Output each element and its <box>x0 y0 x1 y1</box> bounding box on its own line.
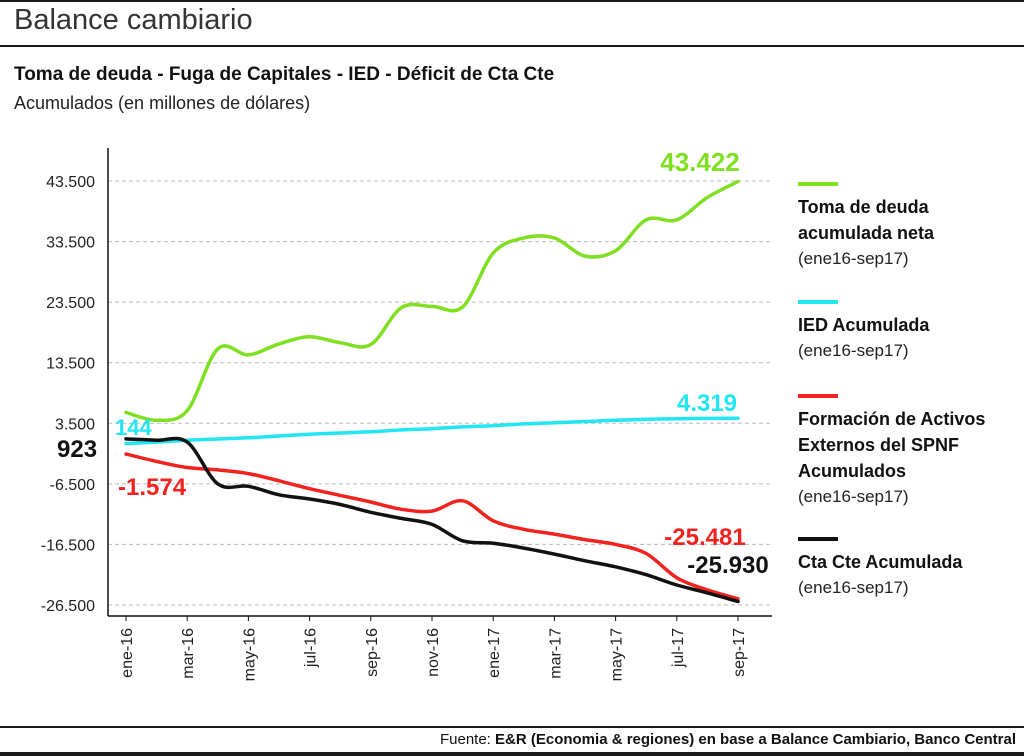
data-label-cta-cte-end: -25.930 <box>687 552 768 579</box>
chart-title: Toma de deuda - Fuga de Capitales - IED … <box>14 64 555 85</box>
source-note: Fuente: E&R (Economia & regiones) en bas… <box>440 731 1016 748</box>
x-tick-label: jul-16 <box>303 628 320 668</box>
x-tick-label: mar-16 <box>180 628 197 679</box>
legend-label: Formación de Activos <box>798 409 986 429</box>
data-label-formacion-activos-end: -25.481 <box>664 524 745 551</box>
y-tick-label: -6.500 <box>50 477 95 494</box>
series-line-toma-de-deuda <box>124 179 740 423</box>
legend-period: (ene16-sep17) <box>798 249 909 268</box>
legend-label: Acumulados <box>798 461 907 481</box>
legend-swatch <box>798 394 838 398</box>
legend-item-cta-cte: Cta Cte Acumulada (ene16-sep17) <box>798 537 962 601</box>
y-tick-label: 33.500 <box>46 235 95 252</box>
x-tick-label: mar-17 <box>547 628 564 679</box>
series-line-formacion-activos-externos <box>124 452 740 601</box>
frame-bottom-border <box>0 752 1024 756</box>
data-label-formacion-activos-start: -1.574 <box>118 474 187 501</box>
legend-swatch <box>798 300 838 304</box>
line-chart: 43.500 33.500 23.500 13.500 3.500 -6.500 -16.5… <box>41 147 772 681</box>
legend-item-toma-de-deuda: Toma de deuda acumulada neta (ene16-sep17) <box>798 182 934 272</box>
x-tick-label: ene-16 <box>119 628 136 678</box>
data-label-ied-start: 144 <box>115 415 152 440</box>
data-label-toma-de-deuda-end: 43.422 <box>660 147 740 177</box>
legend-label: Cta Cte Acumulada <box>798 552 963 572</box>
legend-period: (ene16-sep17) <box>798 487 909 506</box>
legend-swatch <box>798 537 838 541</box>
header-title: Balance cambiario <box>14 4 253 36</box>
x-tick-label: may-17 <box>609 628 626 681</box>
source-text: E&R (Economia & regiones) en base a Bala… <box>495 731 1016 748</box>
x-tick-label: sep-16 <box>364 628 381 677</box>
legend-label: Toma de deuda <box>798 197 929 217</box>
series-line-ied <box>124 416 740 446</box>
x-tick-label: jul-17 <box>670 628 687 668</box>
legend-label: acumulada neta <box>798 223 935 243</box>
legend-period: (ene16-sep17) <box>798 341 909 360</box>
legend-item-formacion-activos-externos: Formación de Activos Externos del SPNF Acu… <box>798 394 985 510</box>
x-tick-label: ene-17 <box>486 628 503 678</box>
legend-swatch <box>798 182 838 186</box>
legend-label: Externos del SPNF <box>798 435 960 455</box>
legend-period: (ene16-sep17) <box>798 578 909 597</box>
x-tick-label: nov-16 <box>425 628 442 677</box>
y-tick-label: -16.500 <box>41 537 95 554</box>
y-tick-label: 3.500 <box>55 416 95 433</box>
footer-divider <box>0 726 1024 728</box>
x-tick-label: may-16 <box>241 628 258 681</box>
header-divider <box>0 45 1024 47</box>
legend-label: IED Acumulada <box>798 315 930 335</box>
source-prefix: Fuente: <box>439 731 496 748</box>
series-line-cta-cte <box>124 436 740 604</box>
x-tick-label: sep-17 <box>731 628 748 677</box>
frame-top-border <box>0 0 1024 2</box>
y-tick-label: -26.500 <box>41 598 95 615</box>
y-tick-label: 23.500 <box>46 295 95 312</box>
data-label-cta-cte-start: 923 <box>57 436 97 463</box>
y-tick-label: 43.500 <box>46 174 95 191</box>
data-label-ied-end: 4.319 <box>677 390 737 417</box>
chart-subtitle: Acumulados (en millones de dólares) <box>14 93 311 113</box>
legend-item-ied: IED Acumulada (ene16-sep17) <box>798 300 929 364</box>
y-tick-label: 13.500 <box>46 356 95 373</box>
